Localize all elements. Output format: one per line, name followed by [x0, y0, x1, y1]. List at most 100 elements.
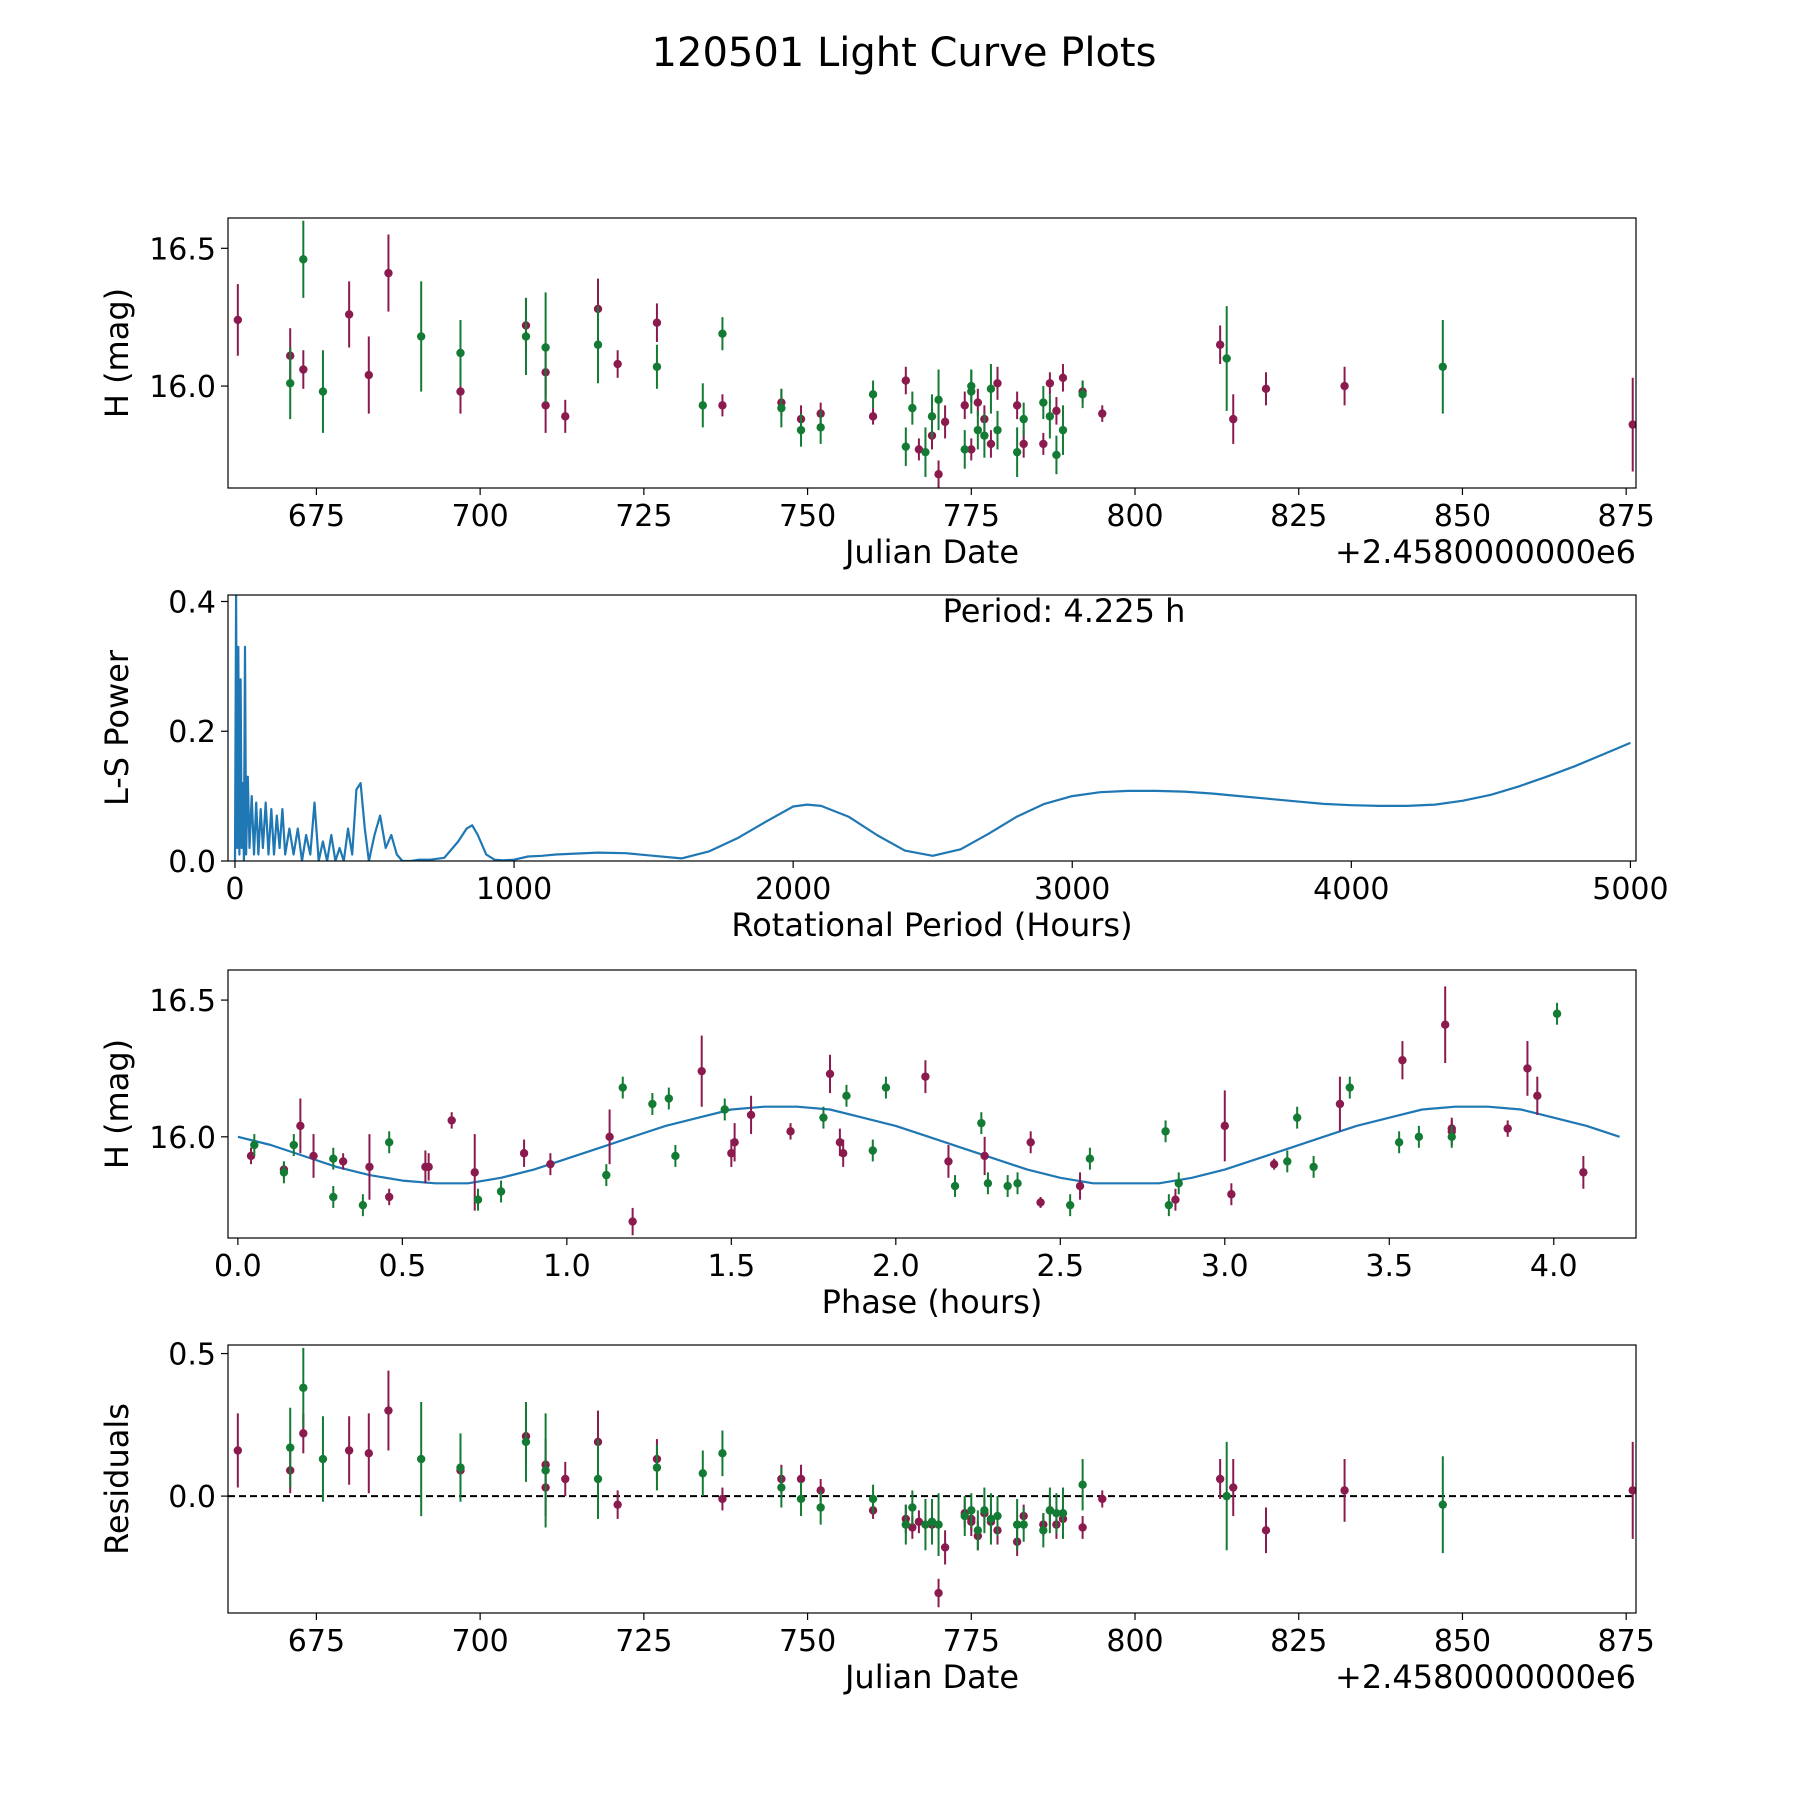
green-data-point — [1012, 1520, 1022, 1529]
x-tick-label: 725 — [615, 499, 672, 534]
x-tick-label: 875 — [1598, 499, 1655, 534]
residuals-plot-area — [228, 1347, 1636, 1608]
magenta-data-point — [456, 387, 465, 396]
magenta-data-point — [1215, 340, 1225, 349]
magenta-data-point — [344, 310, 354, 319]
magenta-data-point — [940, 417, 950, 427]
green-data-point — [698, 1469, 707, 1478]
green-data-point — [456, 1463, 465, 1472]
green-data-point — [456, 348, 465, 358]
green-data-point — [967, 1506, 976, 1515]
green-data-point — [1164, 1200, 1174, 1210]
green-data-point — [921, 447, 930, 457]
green-data-point — [1438, 362, 1448, 371]
magenta-data-point — [1052, 406, 1061, 416]
x-tick-label: 3.5 — [1365, 1249, 1413, 1284]
green-data-point — [593, 1474, 603, 1484]
green-data-point — [980, 431, 989, 440]
green-data-point — [868, 1146, 877, 1155]
magenta-data-point — [519, 1149, 529, 1158]
x-tick-label: 1.0 — [543, 1249, 591, 1284]
green-data-point — [1292, 1113, 1302, 1122]
green-data-point — [901, 442, 911, 451]
magenta-data-point — [470, 1168, 479, 1177]
green-data-point — [1019, 414, 1028, 424]
x-tick-label: 750 — [779, 1624, 836, 1659]
magenta-data-point — [697, 1066, 706, 1076]
green-data-point — [1161, 1127, 1170, 1136]
residuals-y-axis-label: Residuals — [98, 1403, 136, 1555]
green-data-point — [1222, 1491, 1231, 1501]
green-data-point — [1039, 1526, 1048, 1535]
green-data-point — [384, 1138, 394, 1147]
green-data-point — [927, 412, 937, 421]
x-tick-label: 4000 — [1313, 872, 1389, 907]
phased-y-axis-label: H (mag) — [98, 1039, 136, 1169]
phased-axes: 0.0 0.5 1.0 1.5 2.0 2.5 3.0 3.5 4.0 16.0 16.5 Phase… — [98, 969, 1637, 1321]
green-data-point — [1058, 1509, 1068, 1518]
magenta-data-point — [1523, 1064, 1532, 1073]
magenta-data-point — [613, 1500, 622, 1509]
magenta-data-point — [364, 370, 373, 380]
magenta-data-point — [233, 1446, 243, 1455]
magenta-data-point — [1579, 1168, 1588, 1177]
magenta-data-point — [718, 401, 727, 410]
periodogram-y-axis-label: L-S Power — [98, 649, 136, 806]
green-data-point — [602, 1170, 611, 1180]
green-data-point — [358, 1200, 368, 1210]
green-data-point — [908, 403, 917, 413]
magenta-data-point — [1171, 1195, 1180, 1204]
green-data-point — [250, 1140, 259, 1150]
magenta-data-point — [868, 412, 878, 421]
y-tick-label: 16.0 — [149, 370, 216, 405]
green-data-point — [318, 1454, 328, 1464]
magenta-data-point — [944, 1157, 953, 1166]
green-data-point — [1052, 1509, 1061, 1518]
magenta-data-point — [1036, 1198, 1045, 1207]
magenta-data-point — [628, 1217, 637, 1226]
magenta-data-point — [561, 412, 570, 421]
magenta-data-point — [914, 1517, 924, 1526]
phased-frame — [227, 969, 1637, 1239]
magenta-data-point — [1229, 414, 1238, 424]
x-tick-label: 700 — [451, 499, 508, 534]
green-data-point — [299, 255, 308, 264]
green-data-point — [1085, 1154, 1095, 1163]
magenta-data-point — [1227, 1190, 1236, 1199]
green-data-point — [1013, 1179, 1022, 1188]
green-data-point — [950, 1181, 960, 1191]
green-data-point — [329, 1192, 338, 1202]
x-tick-label: 2.0 — [872, 1249, 920, 1284]
green-data-point — [777, 403, 786, 413]
green-data-point — [1222, 354, 1231, 363]
lightcurve-x-axis-label: Julian Date — [843, 533, 1019, 571]
green-data-point — [1019, 1520, 1028, 1529]
green-data-point — [901, 1520, 911, 1529]
green-data-point — [1447, 1132, 1456, 1142]
magenta-data-point — [746, 1110, 756, 1120]
lightcurve-x-offset-text: +2.4580000000e6 — [1335, 533, 1636, 571]
y-tick-label: 16.0 — [149, 1121, 216, 1156]
magenta-data-point — [338, 1157, 348, 1166]
x-tick-label: 675 — [288, 1624, 345, 1659]
magenta-data-point — [1045, 379, 1055, 388]
y-tick-label: 0.5 — [168, 1338, 216, 1373]
x-tick-label: 5000 — [1592, 872, 1668, 907]
green-data-point — [921, 1520, 930, 1529]
x-tick-label: 825 — [1270, 1624, 1327, 1659]
x-tick-label: 800 — [1106, 499, 1163, 534]
green-data-point — [648, 1099, 657, 1109]
magenta-data-point — [1075, 1181, 1085, 1191]
green-data-point — [652, 362, 662, 371]
green-data-point — [1039, 398, 1048, 407]
green-data-point — [416, 332, 426, 341]
x-tick-label: 2.5 — [1036, 1249, 1084, 1284]
magenta-data-point — [424, 1162, 433, 1172]
magenta-data-point — [1012, 401, 1022, 410]
magenta-data-point — [1440, 1020, 1450, 1029]
green-data-point — [1309, 1162, 1318, 1172]
phased-plot-area — [237, 986, 1620, 1236]
magenta-data-point — [561, 1474, 570, 1484]
green-data-point — [934, 1520, 943, 1529]
green-data-point — [1394, 1138, 1404, 1147]
